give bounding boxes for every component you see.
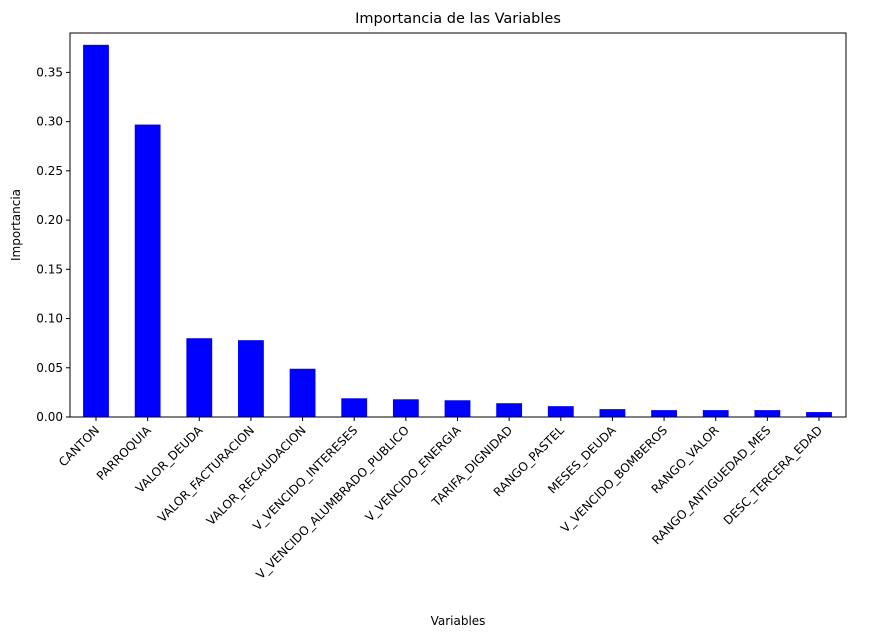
y-tick-label: 0.10 bbox=[36, 312, 63, 326]
bar-rango-valor bbox=[702, 410, 729, 417]
y-tick-label: 0.15 bbox=[36, 262, 63, 276]
y-axis-label: Importancia bbox=[9, 189, 23, 261]
bar-rango-pastel bbox=[547, 406, 574, 417]
x-tick-label-valor-recaudacion: VALOR_RECAUDACION bbox=[204, 423, 309, 528]
bar-desc-tercera-edad bbox=[806, 412, 832, 417]
y-tick-label: 0.00 bbox=[36, 410, 63, 424]
x-axis-ticks: CANTONPARROQUIAVALOR_DEUDAVALOR_FACTURAC… bbox=[56, 417, 825, 582]
x-tick-label-desc-tercera-edad: DESC_TERCERA_EDAD bbox=[721, 423, 825, 527]
bar-v-vencido-bomberos bbox=[651, 410, 677, 417]
bar-valor-recaudacion bbox=[289, 368, 316, 417]
x-tick-label-v-vencido-intereses: V_VENCIDO_INTERESES bbox=[250, 423, 360, 533]
bar-v-vencido-energia bbox=[444, 400, 471, 417]
x-tick-label-valor-facturacion: VALOR_FACTURACION bbox=[155, 423, 257, 525]
chart-title: Importancia de las Variables bbox=[355, 11, 561, 27]
bar-meses-deuda bbox=[599, 409, 626, 417]
bar-tarifa-dignidad bbox=[496, 403, 523, 417]
y-tick-label: 0.30 bbox=[36, 115, 63, 129]
y-tick-label: 0.35 bbox=[36, 65, 63, 79]
y-axis-ticks: 0.00 0.05 0.10 0.15 0.20 0.25 0.30 0.35 bbox=[36, 65, 70, 424]
x-tick-label-canton: CANTON bbox=[56, 423, 102, 469]
bar-canton bbox=[83, 44, 109, 417]
y-tick-label: 0.05 bbox=[36, 361, 63, 375]
bar-v-vencido-intereses bbox=[341, 398, 368, 417]
bar-parroquia bbox=[134, 124, 161, 417]
bar-v-vencido-alumbrado-publico bbox=[392, 399, 419, 417]
x-tick-label-v-vencido-bomberos: V_VENCIDO_BOMBEROS bbox=[558, 423, 670, 535]
plot-frame bbox=[69, 32, 847, 418]
bar-rango-antiguedad-mes bbox=[754, 410, 781, 417]
bar-valor-facturacion bbox=[238, 340, 264, 417]
bar-valor-deuda bbox=[186, 338, 213, 417]
y-tick-label: 0.25 bbox=[36, 164, 63, 178]
x-axis-label: Variables bbox=[431, 614, 486, 628]
bars-group bbox=[83, 44, 832, 417]
y-tick-label: 0.20 bbox=[36, 213, 63, 227]
x-tick-label-v-vencido-energia: V_VENCIDO_ENERGIA bbox=[362, 423, 464, 525]
